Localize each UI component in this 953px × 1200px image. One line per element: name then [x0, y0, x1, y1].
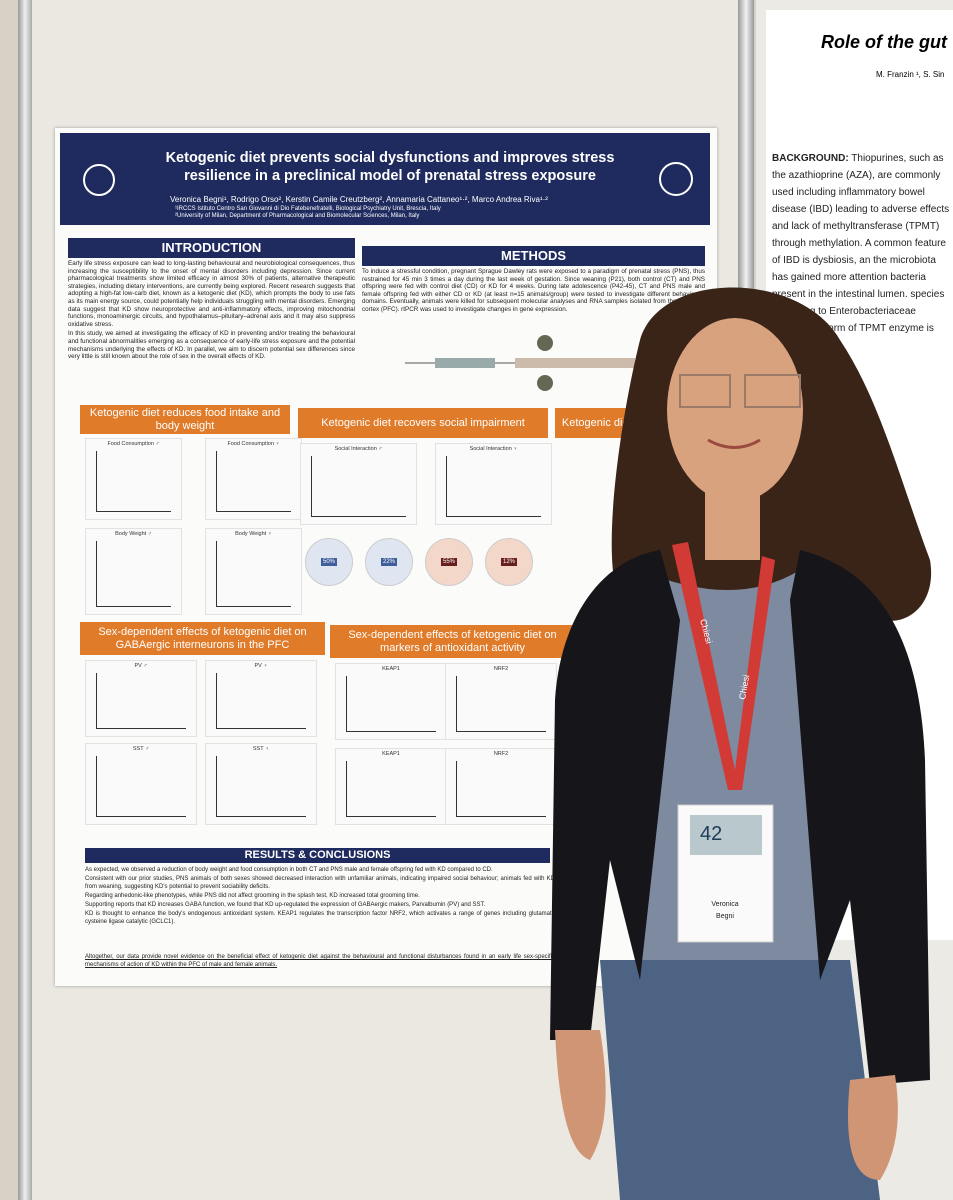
mini-chart: Social Interaction ♂ — [300, 443, 417, 525]
pie: 50% — [305, 538, 353, 586]
chart-label: KEAP1 — [382, 751, 400, 757]
mouth — [707, 438, 761, 449]
pie: 12% — [485, 538, 533, 586]
chart-label: PV ♀ — [254, 663, 268, 669]
pole — [18, 0, 32, 1200]
panel-heading: Ketogenic diet recovers social impairmen… — [298, 408, 548, 438]
chart-label: Food Consumption ♂ — [107, 441, 160, 447]
chart-label: Social Interaction ♂ — [334, 446, 383, 452]
chart-label: SST ♂ — [132, 746, 150, 752]
mini-chart: SST ♀ — [205, 743, 317, 825]
chart-label: SST ♀ — [252, 746, 270, 752]
face — [667, 318, 803, 502]
mini-chart: Food Consumption ♂ — [85, 438, 182, 520]
mini-chart: NRF2 — [445, 748, 557, 825]
chart-label: NRF2 — [493, 751, 509, 757]
chart-label: Food Consumption ♀ — [227, 441, 280, 447]
conclusions: As expected, we observed a reduction of … — [85, 866, 555, 946]
poster-title: Ketogenic diet prevents social dysfuncti… — [165, 150, 615, 184]
chart-area — [216, 541, 291, 607]
affiliation: ¹IRCCS Istituto Centro San Giovanni di D… — [175, 206, 441, 212]
chart-area — [216, 756, 306, 817]
conclusion-item: As expected, we observed a reduction of … — [85, 867, 493, 873]
right-title: Role of the gut — [821, 32, 947, 52]
jacket — [790, 550, 930, 1085]
chart-area — [216, 451, 291, 512]
badge-image — [690, 815, 762, 855]
conclusion-item: Regarding anhedonic-like phenotypes, whi… — [85, 893, 420, 899]
lanyard-text: Chiesi — [737, 674, 751, 700]
section-heading: METHODS — [362, 246, 705, 266]
logo — [659, 162, 693, 196]
chart-area — [446, 456, 541, 517]
chart-area — [346, 676, 436, 732]
panel-heading: Sex-dependent effects of ketogenic diet … — [330, 625, 575, 658]
pie: 22% — [365, 538, 413, 586]
badge-number: 42 — [700, 823, 722, 845]
chart-area — [346, 761, 436, 817]
intro-text: Early life stress exposure can lead to l… — [68, 260, 355, 400]
logo — [83, 164, 115, 196]
mini-chart: Body Weight ♂ — [85, 528, 182, 615]
paragraph: Early life stress exposure can lead to l… — [68, 260, 355, 328]
pie-label: 12% — [500, 558, 517, 566]
section-heading: INTRODUCTION — [68, 238, 355, 258]
hand — [848, 1075, 898, 1180]
jeans — [600, 960, 880, 1200]
conclusion-item: KD is thought to enhance the body's endo… — [85, 911, 555, 925]
badge-name: Begni — [716, 913, 734, 920]
pie-label: 50% — [320, 558, 337, 566]
chart-area — [311, 456, 406, 517]
background-text: Thiopurines, such as the azathioprine (A… — [772, 153, 950, 351]
paragraph: In this study, we aimed at investigating… — [68, 330, 355, 361]
mini-chart: Food Consumption ♀ — [205, 438, 302, 520]
badge-name: Veronica — [711, 901, 738, 908]
conclusion-item: Consistent with our prior studies, PNS a… — [85, 876, 555, 890]
lanyard — [672, 542, 775, 790]
pie: 55% — [425, 538, 473, 586]
final-statement: Altogether, our data provide novel evide… — [85, 954, 555, 968]
mini-chart: PV ♂ — [85, 660, 197, 737]
poster-authors: Veronica Begni¹, Rodrigo Orso², Kerstin … — [170, 195, 548, 204]
neck — [705, 490, 760, 560]
chart-area — [96, 756, 186, 817]
chart-area — [96, 541, 171, 607]
glasses — [679, 374, 801, 408]
mini-chart: Body Weight ♀ — [205, 528, 302, 615]
poster-header: Ketogenic diet prevents social dysfuncti… — [60, 133, 710, 225]
chart-area — [456, 676, 546, 732]
right-authors: M. Franzin ¹, S. Sin — [876, 70, 945, 79]
mini-chart: KEAP1 — [335, 663, 447, 740]
pie-label: 55% — [440, 558, 457, 566]
conclusion-item: Supporting reports that KD increases GAB… — [85, 902, 486, 908]
chart-area — [216, 673, 306, 729]
chart-area — [96, 673, 186, 729]
panel-heading: Sex-dependent effects of ketogenic diet … — [80, 622, 325, 655]
jacket — [550, 550, 680, 1040]
panel-heading: Ketogenic diet reduces food intake and b… — [80, 405, 290, 434]
chart-label: NRF2 — [493, 666, 509, 672]
chart-label: Body Weight ♀ — [235, 531, 272, 537]
section-heading: RESULTS & CONCLUSIONS — [85, 848, 550, 863]
chart-area — [96, 451, 171, 512]
mini-chart: PV ♀ — [205, 660, 317, 737]
chart-label: Social Interaction ♀ — [469, 446, 518, 452]
chart-label: PV ♂ — [134, 663, 148, 669]
right-background: BACKGROUND: Thiopurines, such as the aza… — [772, 150, 952, 354]
mini-chart: NRF2 — [445, 663, 557, 740]
mini-chart: SST ♂ — [85, 743, 197, 825]
mini-chart: KEAP1 — [335, 748, 447, 825]
methods-text: To induce a stressful condition, pregnan… — [362, 268, 705, 313]
pie-label: 22% — [380, 558, 397, 566]
affiliation: ²University of Milan, Department of Phar… — [175, 213, 420, 219]
hand — [555, 1030, 606, 1160]
affiliations: ¹IRCCS Istituto Centro San Giovanni di D… — [175, 206, 441, 220]
mini-chart: Social Interaction ♀ — [435, 443, 552, 525]
chart-label: KEAP1 — [382, 666, 400, 672]
background-label: BACKGROUND: — [772, 153, 849, 164]
chart-label: Body Weight ♂ — [115, 531, 152, 537]
chart-area — [456, 761, 546, 817]
